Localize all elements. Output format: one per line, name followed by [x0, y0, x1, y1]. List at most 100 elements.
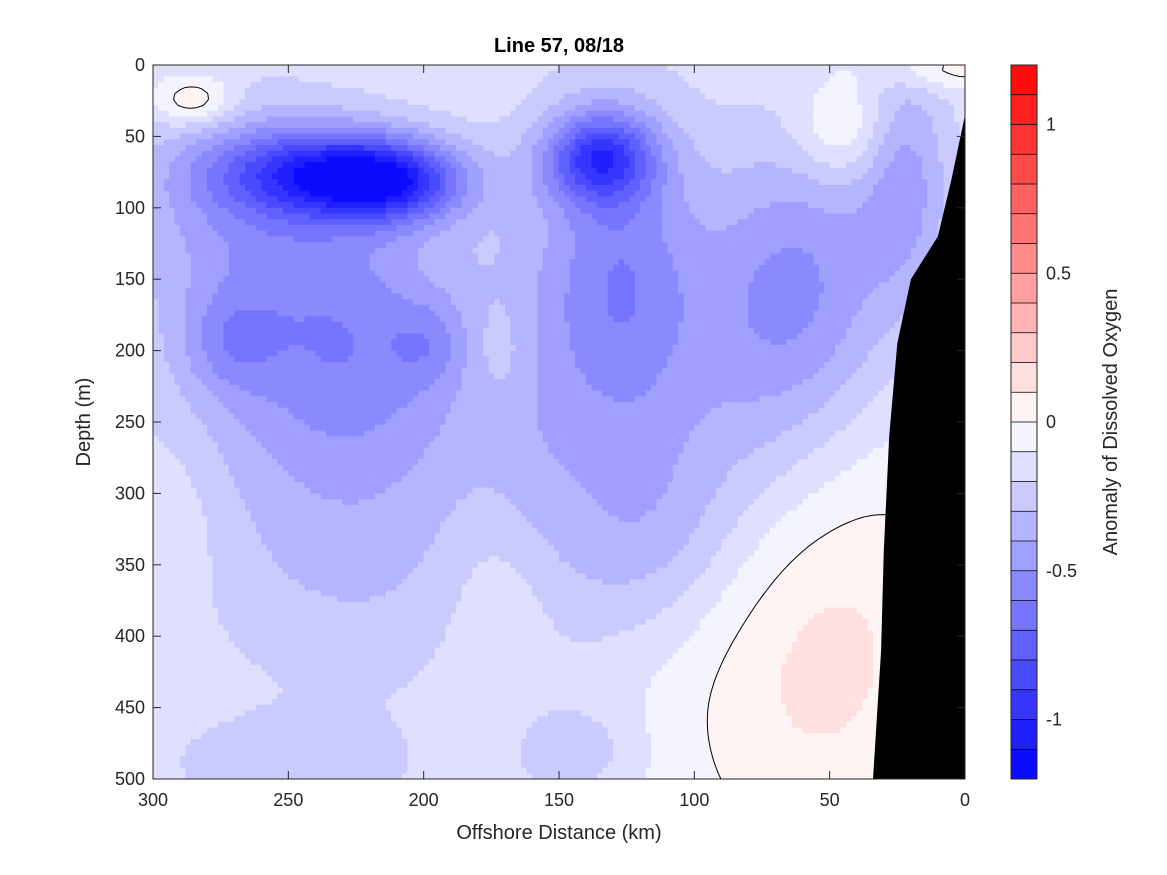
field-cell: [667, 487, 717, 494]
field-cell: [699, 521, 739, 529]
field-cell: [726, 224, 923, 232]
field-cell: [818, 276, 890, 283]
field-cell: [510, 339, 538, 346]
field-cell: [153, 550, 208, 557]
field-cell: [813, 447, 874, 455]
field-cell: [153, 681, 279, 689]
field-cell: [385, 213, 409, 220]
field-cell: [288, 150, 322, 157]
field-cell: [569, 287, 609, 295]
field-cell: [466, 362, 490, 369]
field-cell: [748, 299, 820, 306]
field-cell: [153, 219, 176, 226]
field-cell: [959, 122, 965, 129]
field-cell: [878, 282, 923, 289]
field-cell: [634, 213, 663, 220]
field-cell: [374, 230, 414, 237]
field-cell: [634, 87, 701, 95]
field-cell: [921, 162, 944, 169]
field-cell: [531, 87, 582, 95]
field-cell: [705, 613, 750, 620]
field-cell: [937, 93, 965, 100]
field-cell: [261, 539, 436, 546]
field-cell: [255, 521, 441, 529]
field-cell: [559, 150, 571, 157]
field-cell: [954, 104, 965, 112]
field-cell: [510, 356, 538, 363]
field-cell: [153, 333, 165, 340]
field-cell: [153, 487, 197, 494]
field-cell: [537, 527, 695, 534]
field-cell: [217, 396, 268, 403]
field-cell: [699, 87, 820, 95]
field-cell: [212, 573, 289, 580]
field-cell: [591, 150, 614, 157]
field-cell: [537, 276, 571, 283]
field-cell: [661, 122, 679, 129]
field-cell: [423, 556, 490, 563]
field-cell: [153, 504, 203, 512]
field-cell: [190, 196, 214, 203]
field-cell: [223, 402, 279, 409]
field-cell: [234, 156, 257, 163]
field-cell: [872, 162, 890, 169]
field-cell: [559, 202, 576, 209]
field-cell: [634, 624, 701, 632]
field-cell: [212, 299, 414, 306]
field-cell: [180, 224, 214, 232]
field-cell: [559, 65, 668, 72]
field-cell: [710, 687, 782, 694]
field-cell: [434, 156, 446, 163]
field-cell: [245, 653, 436, 660]
field-cell: [797, 504, 965, 512]
field-cell: [661, 196, 685, 203]
field-cell: [217, 287, 392, 295]
field-cell: [591, 156, 614, 163]
field-cell: [245, 184, 262, 192]
field-cell: [158, 310, 187, 317]
field-cell: [153, 767, 187, 774]
field-cell: [872, 156, 896, 163]
field-cell: [461, 322, 490, 329]
field-cell: [207, 356, 235, 363]
chart-title: Line 57, 08/18: [494, 35, 624, 57]
field-cell: [169, 190, 192, 197]
field-cell: [153, 384, 181, 392]
field-cell: [510, 110, 544, 118]
field-cell: [174, 207, 203, 215]
field-cell: [483, 184, 533, 192]
field-cell: [521, 744, 614, 752]
field-cell: [927, 196, 944, 203]
field-cell: [385, 207, 409, 215]
field-cell: [921, 173, 944, 180]
field-cell: [228, 253, 371, 260]
field-cell: [932, 122, 961, 129]
field-cell: [667, 65, 912, 72]
field-cell: [239, 99, 409, 106]
field-cell: [396, 162, 409, 169]
field-cell: [418, 167, 425, 175]
field-cell: [564, 293, 609, 300]
field-cell: [683, 544, 722, 552]
field-cell: [688, 430, 782, 437]
field-cell: [445, 139, 473, 146]
field-cell: [153, 464, 187, 472]
field-cell: [228, 470, 289, 477]
field-cell: [645, 196, 663, 203]
field-cell: [564, 316, 614, 323]
field-cell: [412, 219, 436, 226]
field-cell: [456, 190, 468, 197]
field-cell: [456, 607, 544, 614]
field-cell: [559, 162, 571, 169]
field-cell: [423, 453, 555, 460]
field-cell: [331, 196, 387, 203]
field-cell: [894, 82, 907, 89]
field-cell: [537, 339, 571, 346]
field-cell: [201, 150, 224, 157]
field-cell: [537, 379, 587, 386]
field-cell: [721, 539, 760, 546]
field-cell: [748, 304, 820, 312]
field-cell: [180, 384, 208, 392]
field-cell: [207, 179, 224, 186]
field-cell: [613, 316, 630, 323]
